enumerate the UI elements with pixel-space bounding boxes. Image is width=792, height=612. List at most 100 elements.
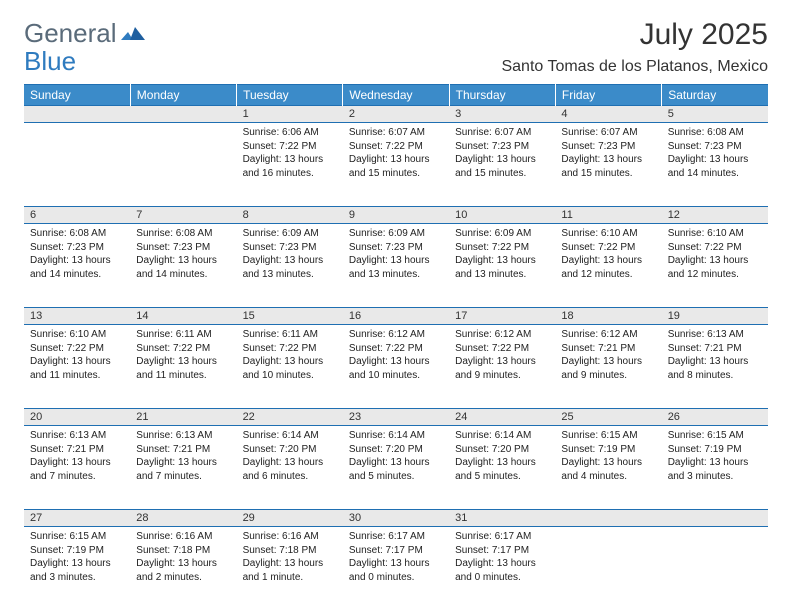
daylight-line: Daylight: 13 hours and 13 minutes.: [455, 254, 549, 281]
day-number-cell: 17: [449, 308, 555, 325]
day-number: 3: [455, 108, 461, 120]
day-details: Sunrise: 6:13 AMSunset: 7:21 PMDaylight:…: [662, 325, 768, 386]
brand-part2: Blue: [24, 46, 76, 77]
day-cell: Sunrise: 6:09 AMSunset: 7:23 PMDaylight:…: [237, 224, 343, 308]
day-number-cell: 27: [24, 510, 130, 527]
day-details: Sunrise: 6:07 AMSunset: 7:23 PMDaylight:…: [555, 123, 661, 184]
day-number: 20: [30, 411, 42, 423]
sunrise-line: Sunrise: 6:09 AM: [455, 227, 549, 241]
sunrise-line: Sunrise: 6:06 AM: [243, 126, 337, 140]
day-number: 1: [243, 108, 249, 120]
day-cell: Sunrise: 6:12 AMSunset: 7:22 PMDaylight:…: [343, 325, 449, 409]
sunrise-line: Sunrise: 6:09 AM: [243, 227, 337, 241]
location: Santo Tomas de los Platanos, Mexico: [24, 58, 768, 76]
day-cell: Sunrise: 6:15 AMSunset: 7:19 PMDaylight:…: [662, 426, 768, 510]
daylight-line: Daylight: 13 hours and 6 minutes.: [243, 456, 337, 483]
daylight-line: Daylight: 13 hours and 8 minutes.: [668, 355, 762, 382]
day-cell: [662, 527, 768, 611]
daylight-line: Daylight: 13 hours and 10 minutes.: [349, 355, 443, 382]
day-cell: Sunrise: 6:13 AMSunset: 7:21 PMDaylight:…: [24, 426, 130, 510]
day-cell: Sunrise: 6:06 AMSunset: 7:22 PMDaylight:…: [237, 123, 343, 207]
day-cell: Sunrise: 6:16 AMSunset: 7:18 PMDaylight:…: [130, 527, 236, 611]
day-details: Sunrise: 6:10 AMSunset: 7:22 PMDaylight:…: [555, 224, 661, 285]
sunset-line: Sunset: 7:23 PM: [243, 241, 337, 255]
sunrise-line: Sunrise: 6:07 AM: [349, 126, 443, 140]
day-number: 26: [668, 411, 680, 423]
sunset-line: Sunset: 7:22 PM: [561, 241, 655, 255]
day-number-cell: 4: [555, 106, 661, 123]
day-number: 12: [668, 209, 680, 221]
week-row: Sunrise: 6:10 AMSunset: 7:22 PMDaylight:…: [24, 325, 768, 409]
sunrise-line: Sunrise: 6:17 AM: [455, 530, 549, 544]
day-details: Sunrise: 6:11 AMSunset: 7:22 PMDaylight:…: [130, 325, 236, 386]
day-details: Sunrise: 6:10 AMSunset: 7:22 PMDaylight:…: [24, 325, 130, 386]
sunset-line: Sunset: 7:19 PM: [668, 443, 762, 457]
day-number: 13: [30, 310, 42, 322]
day-cell: Sunrise: 6:17 AMSunset: 7:17 PMDaylight:…: [343, 527, 449, 611]
sunrise-line: Sunrise: 6:12 AM: [561, 328, 655, 342]
title-block: July 2025: [640, 18, 768, 52]
daylight-line: Daylight: 13 hours and 12 minutes.: [561, 254, 655, 281]
sunrise-line: Sunrise: 6:09 AM: [349, 227, 443, 241]
day-number: 30: [349, 512, 361, 524]
day-cell: Sunrise: 6:10 AMSunset: 7:22 PMDaylight:…: [555, 224, 661, 308]
day-number-cell: 8: [237, 207, 343, 224]
sunrise-line: Sunrise: 6:12 AM: [349, 328, 443, 342]
day-number: 6: [30, 209, 36, 221]
daylight-line: Daylight: 13 hours and 10 minutes.: [243, 355, 337, 382]
day-details: Sunrise: 6:12 AMSunset: 7:22 PMDaylight:…: [449, 325, 555, 386]
day-number: 8: [243, 209, 249, 221]
day-number: 24: [455, 411, 467, 423]
sunset-line: Sunset: 7:22 PM: [455, 241, 549, 255]
day-number-cell: [24, 106, 130, 123]
week-row: Sunrise: 6:13 AMSunset: 7:21 PMDaylight:…: [24, 426, 768, 510]
col-tuesday: Tuesday: [237, 85, 343, 106]
day-cell: Sunrise: 6:08 AMSunset: 7:23 PMDaylight:…: [24, 224, 130, 308]
day-details: Sunrise: 6:15 AMSunset: 7:19 PMDaylight:…: [24, 527, 130, 588]
day-details: Sunrise: 6:14 AMSunset: 7:20 PMDaylight:…: [237, 426, 343, 487]
day-cell: Sunrise: 6:13 AMSunset: 7:21 PMDaylight:…: [662, 325, 768, 409]
daynum-row: 20 212223 24 25 26: [24, 409, 768, 426]
day-number-cell: 21: [130, 409, 236, 426]
day-number-cell: 29: [237, 510, 343, 527]
day-number-cell: 22: [237, 409, 343, 426]
sunrise-line: Sunrise: 6:13 AM: [136, 429, 230, 443]
sunrise-line: Sunrise: 6:08 AM: [136, 227, 230, 241]
day-details: Sunrise: 6:12 AMSunset: 7:21 PMDaylight:…: [555, 325, 661, 386]
sunset-line: Sunset: 7:22 PM: [243, 342, 337, 356]
day-number: 15: [243, 310, 255, 322]
day-cell: Sunrise: 6:11 AMSunset: 7:22 PMDaylight:…: [130, 325, 236, 409]
day-details: Sunrise: 6:09 AMSunset: 7:23 PMDaylight:…: [343, 224, 449, 285]
day-number-cell: 9: [343, 207, 449, 224]
sunrise-line: Sunrise: 6:08 AM: [30, 227, 124, 241]
day-number: 18: [561, 310, 573, 322]
sunset-line: Sunset: 7:17 PM: [455, 544, 549, 558]
day-number-cell: 24: [449, 409, 555, 426]
sunset-line: Sunset: 7:20 PM: [455, 443, 549, 457]
day-details: Sunrise: 6:13 AMSunset: 7:21 PMDaylight:…: [24, 426, 130, 487]
day-number-cell: 25: [555, 409, 661, 426]
daylight-line: Daylight: 13 hours and 4 minutes.: [561, 456, 655, 483]
sunrise-line: Sunrise: 6:10 AM: [668, 227, 762, 241]
flag-icon: [121, 25, 147, 43]
day-number: 4: [561, 108, 567, 120]
sunset-line: Sunset: 7:23 PM: [561, 140, 655, 154]
daynum-row: 2728293031: [24, 510, 768, 527]
day-number: 27: [30, 512, 42, 524]
daylight-line: Daylight: 13 hours and 11 minutes.: [136, 355, 230, 382]
daylight-line: Daylight: 13 hours and 15 minutes.: [455, 153, 549, 180]
day-number-cell: 20: [24, 409, 130, 426]
day-number-cell: 18: [555, 308, 661, 325]
week-row: Sunrise: 6:08 AM Sunset: 7:23 PM Daylight:…: [24, 224, 768, 308]
daylight-line: Daylight: 13 hours and 2 minutes.: [136, 557, 230, 584]
day-details: Sunrise: 6:08 AMSunset: 7:23 PMDaylight:…: [24, 224, 130, 285]
day-number: 28: [136, 512, 148, 524]
day-number-cell: 23: [343, 409, 449, 426]
sunrise-line: Sunrise: 6:14 AM: [349, 429, 443, 443]
day-number-cell: 19: [662, 308, 768, 325]
sunset-line: Sunset: 7:21 PM: [668, 342, 762, 356]
daylight-line: Daylight: 13 hours and 3 minutes.: [668, 456, 762, 483]
sunrise-line: Sunrise: 6:08 AM: [668, 126, 762, 140]
daylight-line: Daylight: 13 hours and 0 minutes.: [349, 557, 443, 584]
sunset-line: Sunset: 7:20 PM: [243, 443, 337, 457]
